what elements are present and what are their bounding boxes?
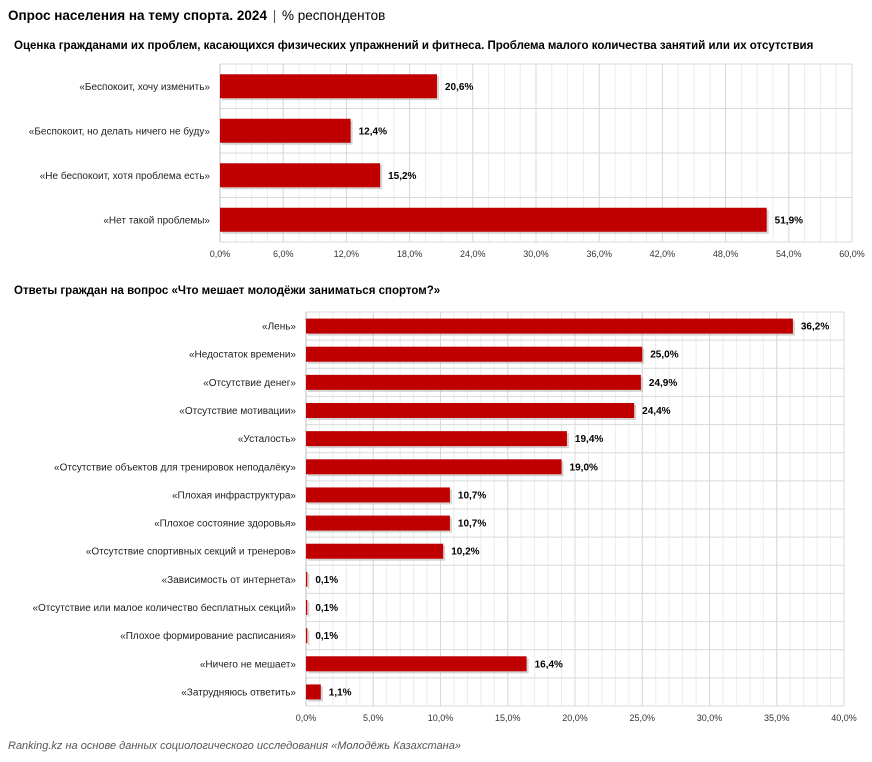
data-label: 20,6% (445, 82, 473, 93)
bar (306, 431, 567, 447)
category-label: «Отсутствие или малое количество бесплат… (32, 602, 296, 614)
chart1-problem-assessment: 0,0% 6,0% 12,0% 18,0% 24,0% 30,0% 36,0% 42,0% 48… (29, 63, 865, 259)
category-label: «Ничего не мешает» (200, 659, 297, 670)
bar (306, 403, 635, 418)
x-tick-label: 42,0% (650, 249, 676, 259)
x-tick-label: 18,0% (397, 249, 423, 259)
source-note: Ranking.kz на основе данных социологичес… (8, 740, 461, 752)
x-tick-label: 40,0% (831, 713, 857, 723)
x-tick-label: 35,0% (764, 713, 790, 723)
x-tick-label: 24,0% (460, 249, 486, 259)
bar (306, 600, 308, 615)
data-label: 25,0% (650, 350, 678, 361)
category-label: «Отсутствие спортивных секций и тренеров… (86, 547, 297, 558)
x-tick-label: 5,0% (363, 713, 384, 723)
category-label: «Плохая инфраструктура» (172, 489, 296, 501)
x-tick-label: 0,0% (296, 713, 317, 723)
data-label: 0,1% (315, 575, 338, 586)
bar (306, 684, 321, 700)
category-label: «Отсутствие мотивации» (179, 406, 296, 417)
data-label: 36,2% (801, 322, 829, 333)
chart1-title: Оценка гражданами их проблем, касающихся… (14, 40, 814, 52)
x-tick-label: 30,0% (523, 249, 549, 259)
data-label: 0,1% (315, 631, 338, 642)
data-label: 24,4% (642, 406, 670, 417)
chart2-title: Ответы граждан на вопрос «Что мешает мол… (14, 285, 441, 297)
bar (220, 163, 381, 188)
data-label: 24,9% (649, 378, 677, 389)
page-header: Опрос населения на тему спорта. 2024 | %… (8, 8, 385, 23)
page-title: Опрос населения на тему спорта. 2024 (8, 8, 267, 23)
bar (306, 628, 308, 644)
data-label: 10,7% (458, 490, 486, 501)
x-tick-label: 6,0% (273, 249, 294, 259)
data-label: 12,4% (359, 126, 387, 137)
category-label: «Зависимость от интернета» (162, 575, 297, 586)
bar (220, 74, 437, 99)
category-label: «Плохое формирование расписания» (120, 630, 296, 642)
bar (306, 571, 308, 587)
title-separator: | (272, 8, 277, 23)
category-label: «Плохое состояние здоровья» (154, 519, 296, 530)
category-label: «Нет такой проблемы» (103, 214, 210, 226)
x-tick-label: 12,0% (334, 249, 360, 259)
x-tick-label: 60,0% (839, 249, 865, 259)
x-tick-label: 30,0% (697, 713, 723, 723)
bar (306, 543, 444, 559)
data-label: 0,1% (315, 603, 338, 614)
x-tick-label: 48,0% (713, 249, 739, 259)
data-label: 10,2% (451, 547, 479, 558)
bar-shadow (308, 573, 310, 589)
category-label: «Усталость» (238, 434, 297, 445)
category-label: «Беспокоит, хочу изменить» (79, 82, 210, 93)
bar (306, 515, 450, 531)
data-label: 51,9% (775, 215, 803, 226)
category-label: «Беспокоит, но делать ничего не буду» (29, 125, 211, 137)
page-unit: % респондентов (282, 8, 386, 23)
data-label: 1,1% (329, 687, 352, 698)
bar (306, 374, 641, 390)
category-label: «Не беспокоит, хотя проблема есть» (40, 170, 211, 182)
bar (306, 346, 643, 362)
bar (306, 487, 450, 503)
chart2-barriers-to-sport: 0,0% 5,0% 10,0% 15,0% 20,0% 25,0% 30,0% 35,0% 40… (32, 311, 857, 723)
x-tick-label: 25,0% (629, 713, 655, 723)
x-tick-label: 0,0% (210, 249, 231, 259)
data-label: 19,0% (570, 462, 598, 473)
data-label: 15,2% (388, 171, 416, 182)
bar (306, 656, 527, 672)
category-label: «Затрудняюсь ответить» (181, 687, 296, 698)
bar (306, 459, 562, 475)
x-tick-label: 15,0% (495, 713, 521, 723)
category-label: «Отсутствие денег» (203, 378, 296, 389)
bar-shadow (308, 602, 310, 617)
bar (306, 318, 793, 334)
data-label: 10,7% (458, 519, 486, 530)
data-label: 16,4% (535, 659, 563, 670)
x-tick-label: 10,0% (428, 713, 454, 723)
category-label: «Лень» (262, 322, 296, 333)
bar (220, 207, 767, 232)
data-label: 19,4% (575, 434, 603, 445)
x-tick-label: 54,0% (776, 249, 802, 259)
bar-shadow (308, 630, 310, 646)
category-label: «Недостаток времени» (189, 350, 296, 361)
x-tick-label: 20,0% (562, 713, 588, 723)
bar (220, 118, 351, 143)
category-label: «Отсутствие объектов для тренировок непо… (54, 461, 296, 473)
x-tick-label: 36,0% (586, 249, 612, 259)
